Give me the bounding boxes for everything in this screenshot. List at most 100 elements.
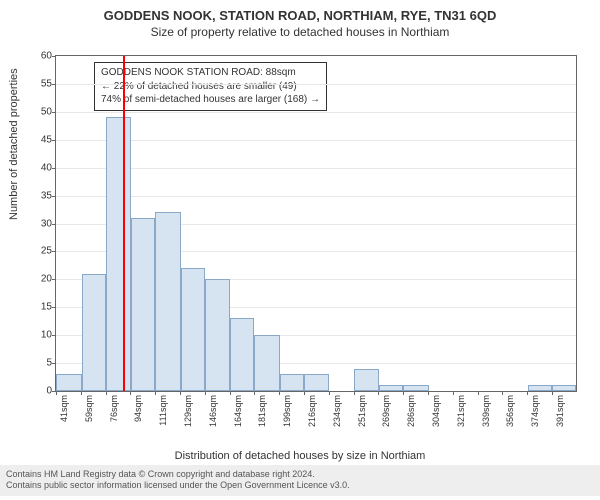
histogram-bar <box>354 369 380 391</box>
y-tick-label: 35 <box>41 190 52 201</box>
y-tick-mark <box>52 335 56 336</box>
info-box: GODDENS NOOK STATION ROAD: 88sqm ← 22% o… <box>94 62 327 111</box>
chart-title: GODDENS NOOK, STATION ROAD, NORTHIAM, RY… <box>0 0 600 23</box>
y-tick-mark <box>52 84 56 85</box>
x-tick-mark <box>205 391 206 395</box>
y-tick-label: 15 <box>41 302 52 313</box>
x-tick-mark <box>130 391 131 395</box>
histogram-bar <box>131 218 155 391</box>
grid-line <box>56 112 576 113</box>
x-tick-mark <box>378 391 379 395</box>
x-tick-label: 286sqm <box>406 395 416 427</box>
histogram-bar <box>304 374 330 391</box>
x-tick-mark <box>403 391 404 395</box>
histogram-bar <box>106 117 132 391</box>
y-tick-mark <box>52 363 56 364</box>
x-tick-label: 304sqm <box>431 395 441 427</box>
x-tick-mark <box>354 391 355 395</box>
x-tick-mark <box>155 391 156 395</box>
histogram-bar <box>552 385 576 391</box>
x-tick-mark <box>254 391 255 395</box>
x-tick-mark <box>453 391 454 395</box>
x-tick-mark <box>180 391 181 395</box>
grid-line <box>56 140 576 141</box>
y-tick-label: 20 <box>41 274 52 285</box>
x-tick-label: 76sqm <box>109 395 119 422</box>
info-line-3: 74% of semi-detached houses are larger (… <box>101 93 320 107</box>
x-axis-label: Distribution of detached houses by size … <box>0 450 600 462</box>
histogram-bar <box>230 318 254 391</box>
x-tick-label: 391sqm <box>555 395 565 427</box>
x-tick-label: 216sqm <box>307 395 317 427</box>
y-tick-label: 40 <box>41 162 52 173</box>
x-tick-mark <box>56 391 57 395</box>
y-tick-mark <box>52 112 56 113</box>
y-tick-mark <box>52 251 56 252</box>
x-tick-label: 111sqm <box>158 395 168 426</box>
y-tick-label: 55 <box>41 78 52 89</box>
x-tick-label: 356sqm <box>505 395 515 427</box>
x-tick-label: 181sqm <box>257 395 267 427</box>
y-tick-mark <box>52 140 56 141</box>
histogram-bar <box>379 385 403 391</box>
histogram-bar <box>280 374 304 391</box>
x-tick-label: 199sqm <box>282 395 292 427</box>
x-tick-mark <box>230 391 231 395</box>
y-tick-mark <box>52 56 56 57</box>
histogram-bar <box>82 274 106 391</box>
x-tick-label: 234sqm <box>332 395 342 427</box>
x-tick-label: 146sqm <box>208 395 218 427</box>
x-tick-mark <box>478 391 479 395</box>
x-tick-mark <box>502 391 503 395</box>
histogram-bar <box>403 385 429 391</box>
x-tick-label: 339sqm <box>481 395 491 427</box>
histogram-bar <box>155 212 181 391</box>
y-tick-mark <box>52 196 56 197</box>
y-tick-label: 50 <box>41 106 52 117</box>
x-tick-label: 41sqm <box>59 395 69 422</box>
x-tick-mark <box>552 391 553 395</box>
x-tick-mark <box>106 391 107 395</box>
y-axis-label: Number of detached properties <box>8 68 20 220</box>
y-tick-mark <box>52 224 56 225</box>
x-tick-label: 59sqm <box>84 395 94 422</box>
x-tick-label: 129sqm <box>183 395 193 427</box>
info-line-1: GODDENS NOOK STATION ROAD: 88sqm <box>101 66 320 80</box>
histogram-bar <box>181 268 205 391</box>
histogram-bar <box>528 385 552 391</box>
x-tick-label: 321sqm <box>456 395 466 427</box>
x-tick-label: 374sqm <box>530 395 540 427</box>
marker-line <box>123 56 125 391</box>
y-tick-label: 60 <box>41 51 52 62</box>
grid-line <box>56 196 576 197</box>
x-tick-mark <box>428 391 429 395</box>
chart-container: GODDENS NOOK, STATION ROAD, NORTHIAM, RY… <box>0 0 600 500</box>
footer: Contains HM Land Registry data © Crown c… <box>0 465 600 496</box>
x-tick-mark <box>329 391 330 395</box>
info-line-2: ← 22% of detached houses are smaller (49… <box>101 80 320 94</box>
x-tick-mark <box>279 391 280 395</box>
footer-line-2: Contains public sector information licen… <box>6 480 594 492</box>
x-tick-label: 164sqm <box>233 395 243 427</box>
y-tick-label: 25 <box>41 246 52 257</box>
y-tick-mark <box>52 307 56 308</box>
footer-line-1: Contains HM Land Registry data © Crown c… <box>6 469 594 481</box>
chart-subtitle: Size of property relative to detached ho… <box>0 23 600 39</box>
histogram-bar <box>205 279 231 391</box>
y-tick-label: 45 <box>41 134 52 145</box>
x-tick-mark <box>81 391 82 395</box>
y-tick-label: 10 <box>41 330 52 341</box>
grid-line <box>56 84 576 85</box>
plot-area: GODDENS NOOK STATION ROAD: 88sqm ← 22% o… <box>55 55 577 392</box>
histogram-bar <box>56 374 82 391</box>
x-tick-label: 94sqm <box>133 395 143 422</box>
x-tick-label: 269sqm <box>381 395 391 427</box>
y-tick-label: 30 <box>41 218 52 229</box>
x-tick-mark <box>527 391 528 395</box>
x-tick-mark <box>304 391 305 395</box>
histogram-bar <box>254 335 280 391</box>
grid-line <box>56 168 576 169</box>
y-tick-mark <box>52 168 56 169</box>
y-tick-mark <box>52 279 56 280</box>
x-tick-label: 251sqm <box>357 395 367 427</box>
